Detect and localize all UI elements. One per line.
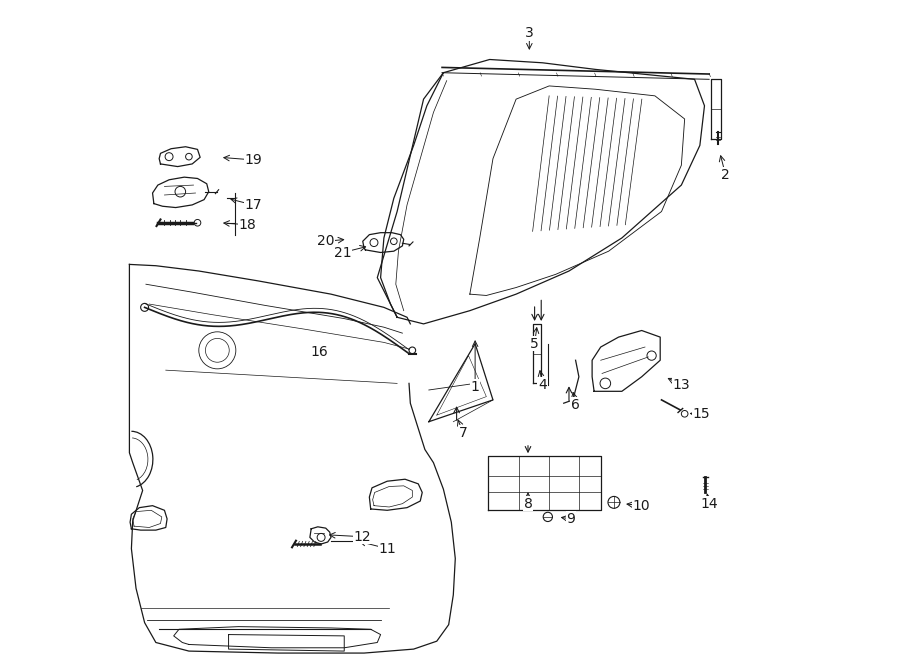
Text: 2: 2 bbox=[721, 168, 730, 182]
Text: 20: 20 bbox=[317, 234, 335, 249]
Text: 5: 5 bbox=[530, 336, 539, 351]
Text: 15: 15 bbox=[692, 407, 710, 422]
Text: 3: 3 bbox=[525, 26, 534, 40]
Text: 10: 10 bbox=[633, 498, 651, 513]
Text: 6: 6 bbox=[572, 397, 580, 412]
Text: 8: 8 bbox=[524, 496, 533, 511]
Text: 18: 18 bbox=[238, 217, 256, 232]
Text: 16: 16 bbox=[310, 344, 328, 359]
Text: 17: 17 bbox=[244, 198, 262, 212]
Text: 12: 12 bbox=[354, 529, 372, 544]
Text: 11: 11 bbox=[378, 541, 396, 556]
Text: 21: 21 bbox=[334, 245, 352, 260]
Text: 14: 14 bbox=[700, 496, 718, 511]
Text: 9: 9 bbox=[566, 512, 575, 526]
Text: 7: 7 bbox=[459, 426, 468, 440]
Text: 13: 13 bbox=[672, 377, 690, 392]
Text: 4: 4 bbox=[538, 377, 547, 392]
Text: 19: 19 bbox=[245, 153, 263, 167]
Text: 1: 1 bbox=[471, 379, 480, 394]
